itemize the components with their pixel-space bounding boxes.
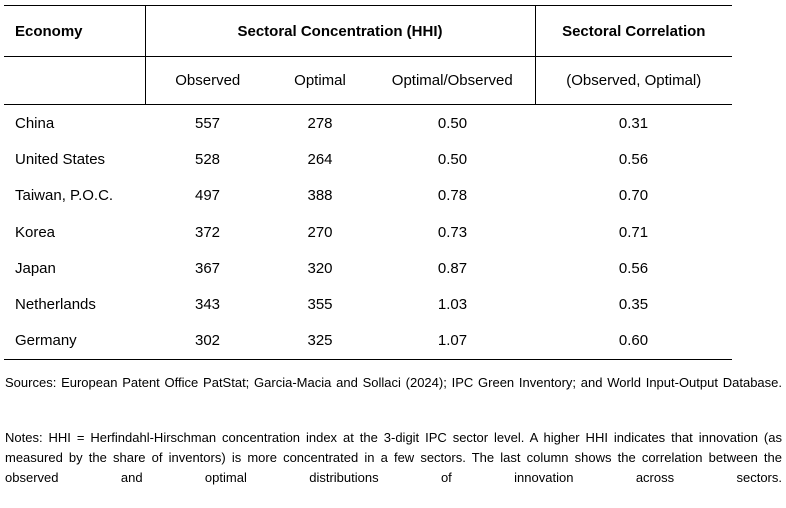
table-row: Korea 372 270 0.73 0.71 xyxy=(4,214,732,250)
sources-note: Sources: European Patent Office PatStat;… xyxy=(5,375,782,390)
cell-ratio: 1.03 xyxy=(437,296,468,314)
cell-ratio: 0.78 xyxy=(437,187,468,205)
cell-economy: United States xyxy=(15,150,106,168)
header-correlation: Sectoral Correlation xyxy=(535,5,732,57)
cell-correlation: 0.71 xyxy=(618,223,649,241)
cell-correlation: 0.56 xyxy=(618,150,649,168)
cell-optimal: 355 xyxy=(307,296,333,314)
notes-text: Notes: HHI = Herfindahl-Hirschman concen… xyxy=(5,430,782,485)
subheader-optimal: Optimal xyxy=(270,56,370,105)
cell-economy: Japan xyxy=(15,259,56,277)
cell-ratio: 1.07 xyxy=(370,322,535,361)
subheader-ratio: Optimal/Observed xyxy=(370,56,536,105)
cell-correlation: 0.70 xyxy=(618,187,649,205)
header-row: Economy Sectoral Concentration (HHI) Sec… xyxy=(4,5,732,57)
cell-ratio: 0.87 xyxy=(437,259,468,277)
cell-correlation: 0.56 xyxy=(618,259,649,277)
subheader-empty xyxy=(4,56,146,105)
cell-observed: 497 xyxy=(194,187,221,205)
subheader-observed: Observed xyxy=(145,56,270,105)
cell-correlation: 0.35 xyxy=(618,296,649,314)
hhi-table: Economy Sectoral Concentration (HHI) Sec… xyxy=(4,5,732,361)
subheader-correlation: (Observed, Optimal) xyxy=(535,56,732,105)
cell-economy: China xyxy=(15,114,55,132)
table-row: China 557 278 0.50 0.31 xyxy=(4,105,732,142)
cell-observed: 372 xyxy=(194,223,221,241)
cell-observed: 528 xyxy=(194,150,221,168)
cell-observed: 302 xyxy=(145,322,270,361)
cell-optimal: 264 xyxy=(307,150,333,168)
cell-ratio: 0.73 xyxy=(437,223,468,241)
cell-optimal: 278 xyxy=(307,114,333,132)
cell-observed: 367 xyxy=(194,259,221,277)
cell-economy: Korea xyxy=(15,223,56,241)
cell-optimal: 388 xyxy=(307,187,333,205)
table-row: Taiwan, P.O.C. 497 388 0.78 0.70 xyxy=(4,178,732,214)
cell-economy: Germany xyxy=(4,322,145,361)
table-row: United States 528 264 0.50 0.56 xyxy=(4,141,732,177)
cell-economy: Taiwan, P.O.C. xyxy=(15,187,114,205)
header-economy: Economy xyxy=(4,5,146,57)
header-concentration: Sectoral Concentration (HHI) xyxy=(145,5,536,57)
cell-ratio: 0.50 xyxy=(437,114,468,132)
cell-optimal: 270 xyxy=(307,223,333,241)
cell-observed: 343 xyxy=(194,296,221,314)
cell-correlation: 0.31 xyxy=(618,114,649,132)
table-row: Netherlands 343 355 1.03 0.35 xyxy=(4,286,732,322)
subheader-row: Observed Optimal Optimal/Observed (Obser… xyxy=(4,56,732,105)
table-row: Japan 367 320 0.87 0.56 xyxy=(4,250,732,286)
cell-correlation: 0.60 xyxy=(535,322,732,361)
table-row: Germany 302 325 1.07 0.60 xyxy=(4,322,732,361)
cell-optimal: 325 xyxy=(270,322,370,361)
cell-economy: Netherlands xyxy=(15,296,96,314)
cell-optimal: 320 xyxy=(307,259,333,277)
cell-ratio: 0.50 xyxy=(437,150,468,168)
cell-observed: 557 xyxy=(194,114,221,132)
